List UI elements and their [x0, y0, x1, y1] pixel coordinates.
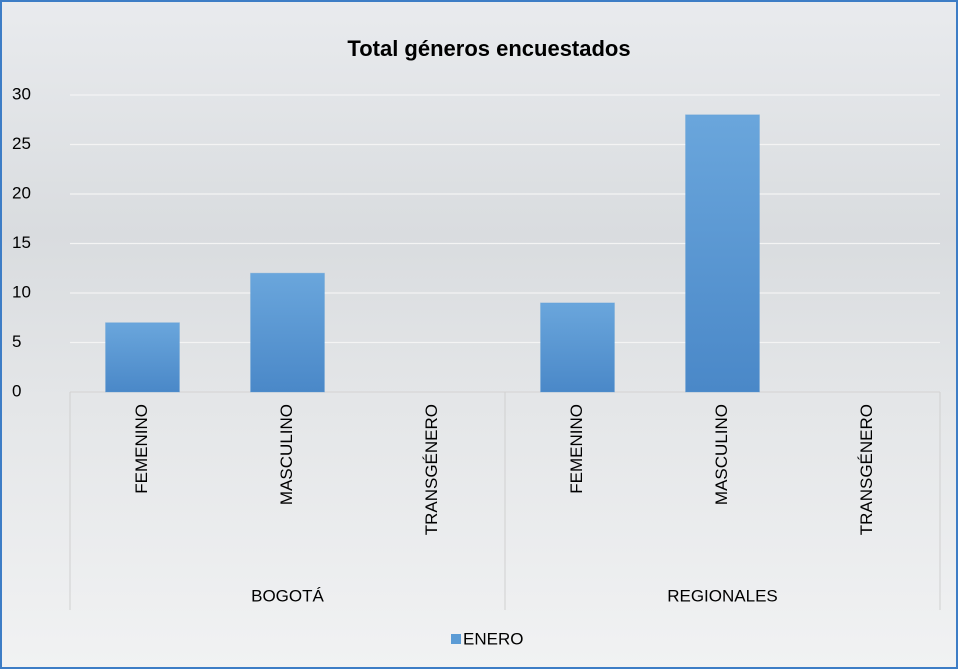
y-tick-label: 5 — [12, 332, 21, 351]
y-tick-label: 10 — [12, 282, 31, 301]
bar — [250, 272, 325, 393]
y-tick-label: 20 — [12, 183, 31, 202]
group-label: BOGOTÁ — [251, 586, 324, 605]
y-tick-label: 25 — [12, 134, 31, 153]
x-tick-label: TRANSGÉNERO — [422, 404, 441, 535]
y-tick-label: 15 — [12, 233, 31, 252]
x-tick-label: MASCULINO — [277, 404, 296, 505]
bar — [105, 322, 180, 393]
x-tick-label: FEMENINO — [567, 404, 586, 494]
chart-title: Total géneros encuestados — [347, 36, 630, 61]
x-tick-label: FEMENINO — [132, 404, 151, 494]
y-tick-label: 30 — [12, 84, 31, 103]
x-tick-label: TRANSGÉNERO — [857, 404, 876, 535]
bar — [540, 302, 615, 393]
y-tick-label: 0 — [12, 381, 21, 400]
group-label: REGIONALES — [667, 586, 778, 605]
legend-label: ENERO — [463, 629, 523, 648]
legend-swatch — [451, 634, 461, 644]
bar — [685, 114, 760, 393]
x-tick-label: MASCULINO — [712, 404, 731, 505]
